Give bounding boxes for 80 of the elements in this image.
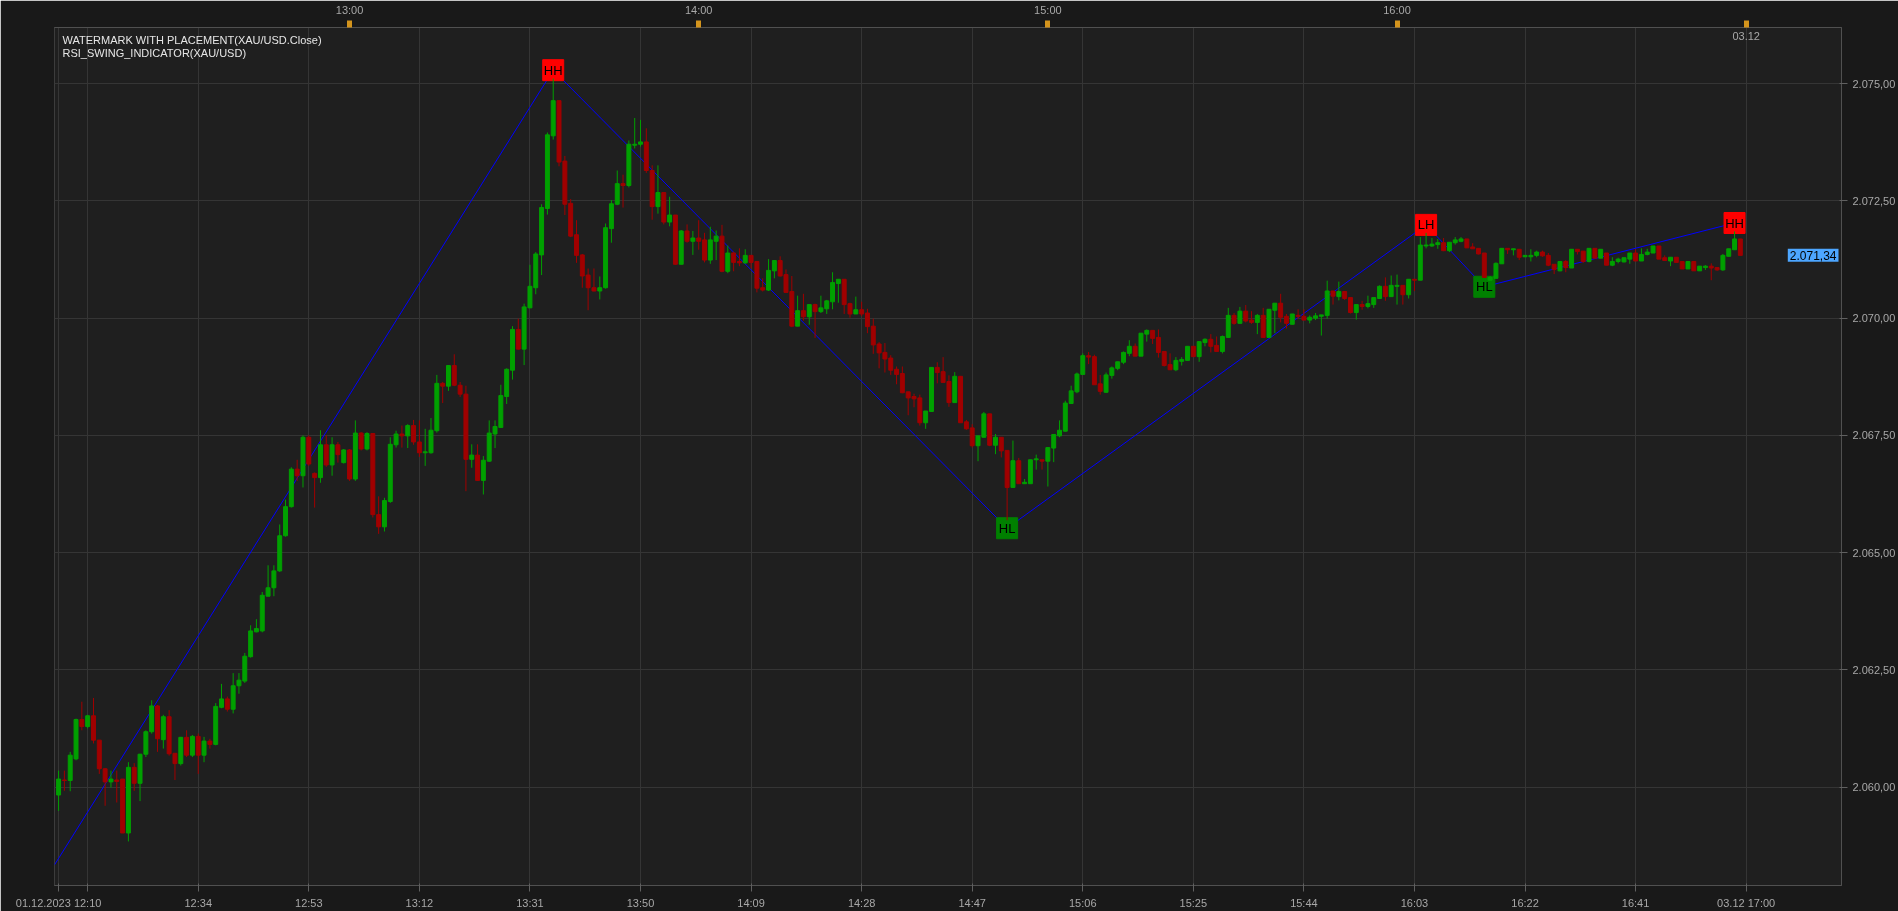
candlestick	[1359, 300, 1365, 311]
candlestick	[207, 738, 213, 750]
candlestick	[160, 714, 166, 750]
candlestick	[405, 423, 411, 449]
candlestick	[445, 364, 451, 392]
x-tick-label: 12:34	[184, 896, 213, 909]
candlestick	[1336, 281, 1342, 301]
candlestick	[294, 459, 300, 482]
x-tick-label: 15:25	[1179, 896, 1208, 909]
y-tick-label: 2.075,00	[1852, 77, 1896, 90]
candlestick	[667, 196, 673, 227]
x2-tick-label: 15:00	[1034, 3, 1062, 16]
candlestick	[469, 443, 475, 469]
x-tick-label: 13:50	[626, 896, 655, 909]
data-label: HL	[998, 520, 1016, 536]
candlestick	[329, 436, 335, 477]
data-label: HH	[543, 62, 563, 78]
candlestick	[108, 770, 114, 789]
candlestick	[184, 729, 190, 758]
x-tick-label: 03.12 17:00	[1717, 896, 1776, 909]
candlestick	[515, 318, 521, 351]
candlestick	[195, 733, 201, 775]
candlestick	[131, 762, 137, 792]
candlestick	[690, 230, 696, 256]
candlestick	[620, 174, 626, 209]
candlestick	[993, 433, 998, 455]
candlestick	[684, 223, 690, 244]
y-tick-label: 2.070,00	[1852, 312, 1896, 325]
x-tick-label: 16:22	[1511, 896, 1539, 909]
candlestick	[1016, 457, 1022, 485]
candlestick	[795, 295, 801, 327]
data-label: HL	[1476, 279, 1493, 295]
candlestick	[79, 701, 85, 731]
candlestick	[806, 304, 812, 326]
x-tick-label: 15:44	[1290, 896, 1318, 909]
x2-tick-label: 14:00	[684, 3, 713, 16]
candlestick	[312, 471, 318, 509]
x-tick-label: 12:53	[295, 896, 323, 909]
x-tick-label: 16:41	[1621, 896, 1650, 909]
x-tick-label: 16:03	[1400, 896, 1429, 909]
x-tick-label: 14:28	[847, 896, 876, 909]
x-tick-label: 13:31	[516, 896, 544, 909]
candlestick	[189, 734, 195, 758]
annotation: 03.12	[1732, 29, 1760, 42]
data-label: LH	[1417, 217, 1435, 233]
candlestick	[61, 770, 67, 792]
candlestick	[399, 425, 405, 449]
candlestick	[1382, 276, 1388, 302]
x-tick-label: 14:09	[737, 896, 765, 909]
candlestick	[812, 303, 818, 339]
y-tick-label: 2.060,00	[1852, 781, 1896, 794]
candlestick	[56, 770, 62, 812]
candlestick	[1039, 459, 1045, 471]
y-tick-label: 2.072,50	[1852, 194, 1896, 207]
candlestick	[201, 736, 207, 763]
x-tick-label: 13:12	[405, 896, 434, 909]
y-tick-label: 2.062,50	[1852, 663, 1896, 676]
x-tick-label: 15:06	[1069, 896, 1097, 909]
data-label: HH	[1725, 215, 1744, 231]
candlestick	[440, 381, 446, 404]
candlestick	[655, 164, 661, 215]
candlestick	[1254, 313, 1260, 335]
x2-tick-label: 16:00	[1383, 3, 1411, 16]
candlestick	[335, 441, 341, 464]
candlestick	[323, 434, 329, 468]
x2-tick-label: 13:00	[335, 3, 364, 16]
candlestick	[1569, 248, 1575, 269]
candlestick	[800, 293, 806, 322]
x-tick-label: 01.12.2023 12:10	[15, 896, 102, 909]
candlestick	[1406, 278, 1412, 299]
x-tick-label: 14:47	[958, 896, 986, 909]
candlestick	[725, 245, 731, 274]
candlestick	[1330, 290, 1336, 306]
candlestick	[1400, 284, 1406, 306]
candlestick	[1260, 307, 1266, 338]
y-tick-label: 2.067,50	[1852, 429, 1896, 442]
annotation: 2.071,34	[1789, 248, 1837, 263]
annotation: RSI_SWING_INDICATOR(XAU/USD)	[62, 46, 247, 59]
annotation: WATERMARK WITH PLACEMENT(XAU/USD.Close)	[62, 33, 322, 46]
y-tick-label: 2.065,00	[1852, 546, 1896, 559]
